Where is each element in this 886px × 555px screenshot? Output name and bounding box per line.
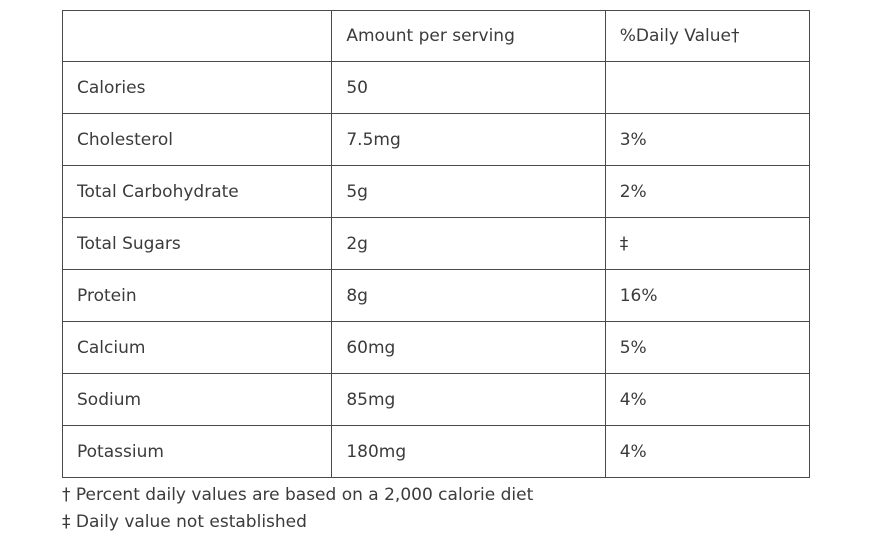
row-label: Calcium [61, 321, 333, 374]
daily-value-cell [604, 61, 811, 114]
amount-cell: 2g [331, 217, 606, 270]
footnote-daily-values: † Percent daily values are based on a 2,… [62, 485, 534, 505]
amount-cell: 180mg [331, 425, 606, 478]
row-label: Total Sugars [61, 217, 333, 270]
footnote-not-established: ‡ Daily value not established [62, 512, 307, 532]
nutrition-table: Amount per serving %Daily Value† Calorie… [61, 10, 811, 478]
header-blank-cell [61, 10, 333, 62]
header-amount-per-serving: Amount per serving [331, 10, 606, 62]
header-row: Amount per serving %Daily Value† [61, 10, 811, 62]
table-row-protein: Protein 8g 16% [61, 269, 811, 322]
footnotes: † Percent daily values are based on a 2,… [62, 482, 533, 536]
row-label: Protein [61, 269, 333, 322]
table-row-sodium: Sodium 85mg 4% [61, 373, 811, 426]
amount-cell: 60mg [331, 321, 606, 374]
daily-value-cell: 16% [604, 269, 811, 322]
daily-value-cell: 4% [604, 425, 811, 478]
amount-cell: 5g [331, 165, 606, 218]
row-label: Calories [61, 61, 333, 114]
row-label: Total Carbohydrate [61, 165, 333, 218]
daily-value-cell: 2% [604, 165, 811, 218]
row-label: Sodium [61, 373, 333, 426]
table-row-potassium: Potassium 180mg 4% [61, 425, 811, 478]
amount-cell: 8g [331, 269, 606, 322]
row-label: Potassium [61, 425, 333, 478]
daily-value-cell: ‡ [604, 217, 811, 270]
row-label: Cholesterol [61, 113, 333, 166]
amount-cell: 85mg [331, 373, 606, 426]
daily-value-cell: 5% [604, 321, 811, 374]
table-row-calories: Calories 50 [61, 61, 811, 114]
table-row-cholesterol: Cholesterol 7.5mg 3% [61, 113, 811, 166]
table-row-total-carbohydrate: Total Carbohydrate 5g 2% [61, 165, 811, 218]
table-row-total-sugars: Total Sugars 2g ‡ [61, 217, 811, 270]
table-row-calcium: Calcium 60mg 5% [61, 321, 811, 374]
header-daily-value: %Daily Value† [604, 10, 811, 62]
amount-cell: 7.5mg [331, 113, 606, 166]
daily-value-cell: 4% [604, 373, 811, 426]
amount-cell: 50 [331, 61, 606, 114]
daily-value-cell: 3% [604, 113, 811, 166]
